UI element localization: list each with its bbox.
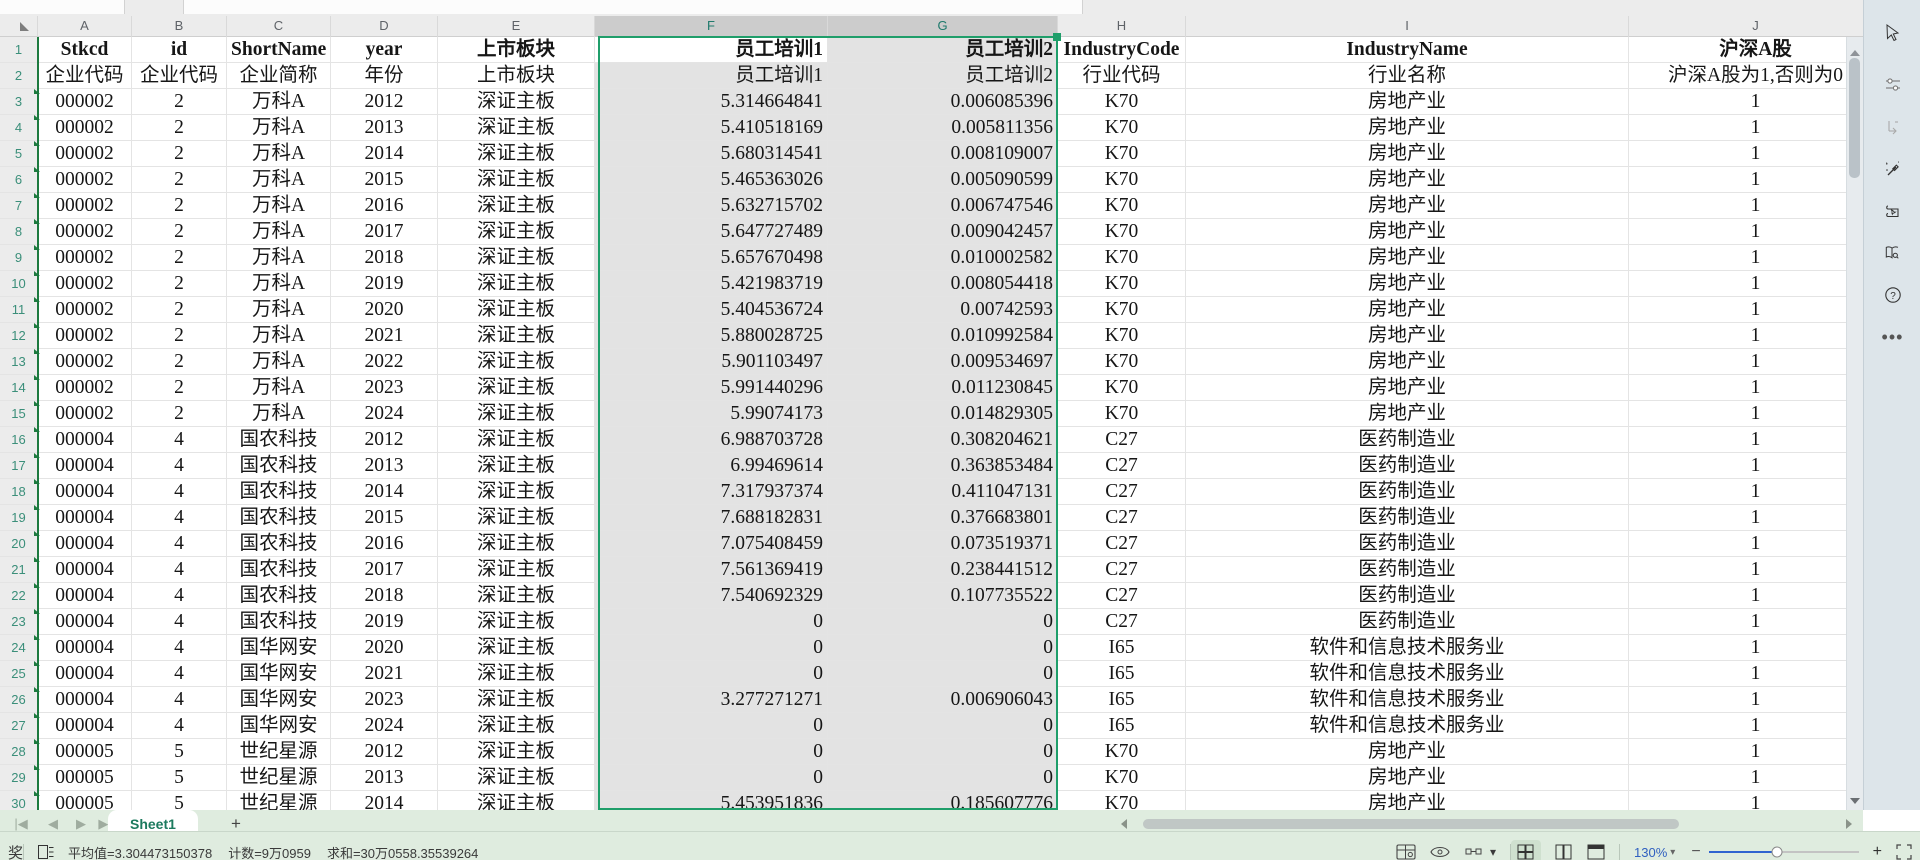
svg-text:?: ? — [1890, 291, 1896, 302]
